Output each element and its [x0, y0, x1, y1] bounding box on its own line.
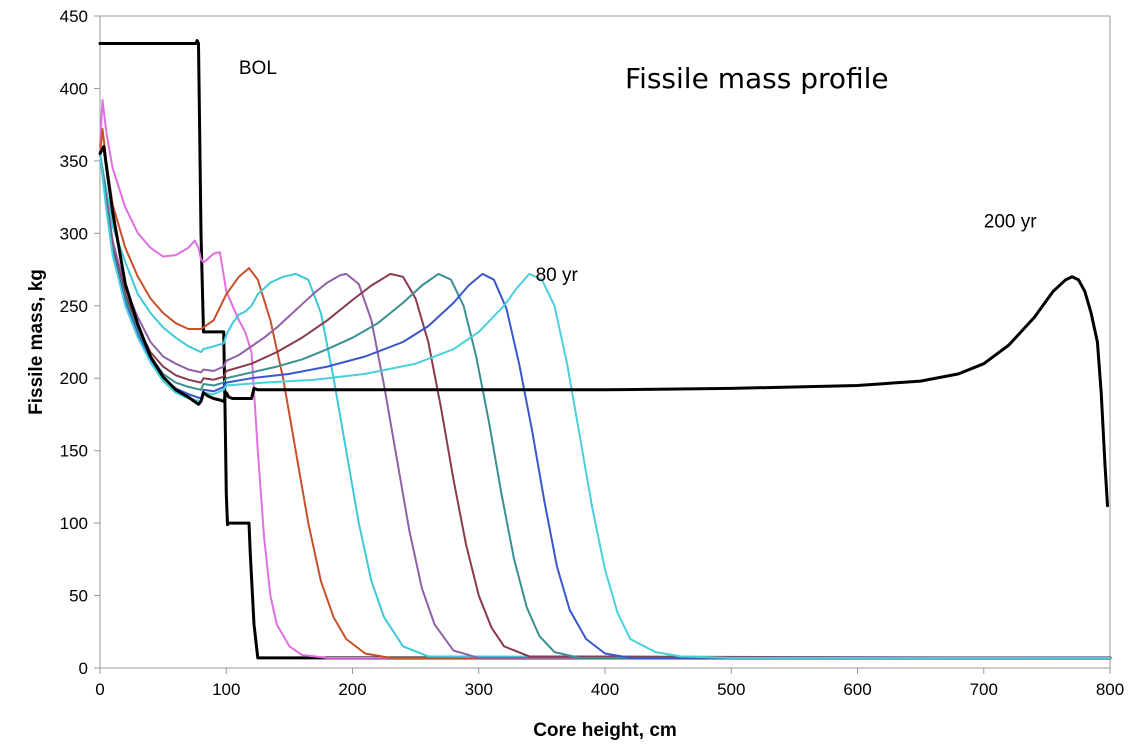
y-tick-label: 50 — [69, 587, 88, 606]
series-line-10 — [98, 144, 1109, 508]
series-line-6 — [99, 152, 1111, 659]
curve-annotation: 80 yr — [536, 265, 579, 286]
series-line-4 — [99, 152, 1111, 659]
y-tick-label: 0 — [79, 659, 88, 678]
y-axis-label: Fissile mass, kg — [26, 269, 47, 415]
x-axis-label: Core height, cm — [533, 720, 677, 741]
y-tick-label: 100 — [60, 514, 88, 533]
x-tick-label: 200 — [338, 680, 366, 699]
series-line-5 — [99, 152, 1111, 659]
text-layer: Fissile mass profile Core height, cm Fis… — [26, 58, 1037, 741]
chart-title: Fissile mass profile — [625, 62, 889, 95]
y-tick-label: 150 — [60, 442, 88, 461]
x-tick-label: 300 — [465, 680, 493, 699]
series-line-1 — [98, 39, 1112, 660]
y-tick-label: 250 — [60, 297, 88, 316]
series-line-3 — [99, 128, 1111, 659]
series-line-2 — [99, 99, 1111, 659]
series-layer — [98, 39, 1112, 660]
x-tick-label: 800 — [1096, 680, 1124, 699]
x-tick-label: 500 — [717, 680, 745, 699]
series-line-9 — [99, 152, 1111, 659]
y-tick-label: 300 — [60, 224, 88, 243]
x-tick-label: 100 — [212, 680, 240, 699]
y-tick-label: 200 — [60, 369, 88, 388]
y-tick-label: 350 — [60, 152, 88, 171]
y-tick-label: 450 — [60, 7, 88, 26]
x-tick-label: 600 — [843, 680, 871, 699]
y-tick-label: 400 — [60, 79, 88, 98]
x-tick-label: 0 — [95, 680, 104, 699]
x-tick-label: 400 — [591, 680, 619, 699]
curve-annotation: BOL — [239, 58, 277, 79]
axes-layer: 0 100 200 300 400 500 600 700 800 0 50 100 150 200 250… — [60, 7, 1125, 699]
x-tick-label: 700 — [970, 680, 998, 699]
curve-annotation: 200 yr — [984, 212, 1037, 233]
